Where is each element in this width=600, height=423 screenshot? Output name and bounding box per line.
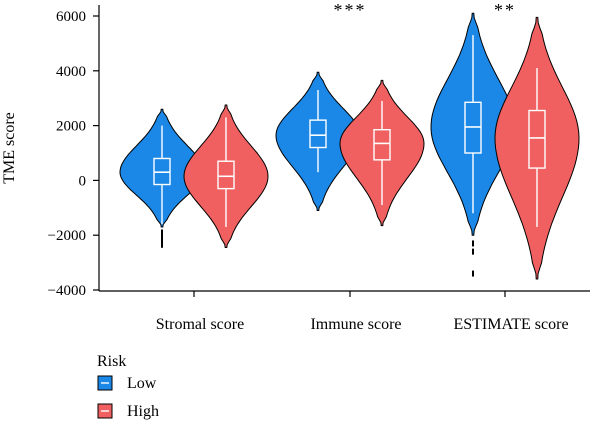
box-high-immune	[373, 129, 391, 161]
legend-entries: Low High	[97, 375, 159, 420]
box-low-immune	[309, 119, 327, 149]
y-tick-label: 2000	[56, 119, 86, 135]
y-tick-label: −2000	[48, 228, 86, 244]
x-tick-label: ESTIMATE score	[453, 316, 568, 333]
box-high-stromal	[217, 160, 235, 190]
y-axis-title: TME score	[1, 112, 18, 184]
significance-label: ***	[334, 0, 367, 20]
legend-label-low: Low	[127, 375, 157, 392]
x-axis-ticks: Stromal score Immune score ESTIMATE score	[156, 291, 569, 333]
legend-label-high: High	[127, 403, 159, 420]
x-tick-label: Immune score	[310, 316, 401, 333]
significance-label: **	[494, 0, 516, 20]
y-tick-label: 6000	[56, 9, 86, 25]
y-tick-label: −4000	[48, 283, 86, 299]
legend-title: Risk	[97, 353, 126, 370]
box-high-estimate	[528, 109, 546, 169]
x-tick-label: Stromal score	[156, 316, 244, 333]
plot-area	[119, 12, 580, 280]
y-tick-label: 4000	[56, 64, 86, 80]
y-axis-ticks: −4000 −2000 0 2000 4000 6000	[48, 9, 99, 299]
significance-labels: *** **	[334, 0, 516, 20]
legend: Risk Low High	[97, 353, 159, 420]
y-tick-label: 0	[79, 173, 87, 189]
